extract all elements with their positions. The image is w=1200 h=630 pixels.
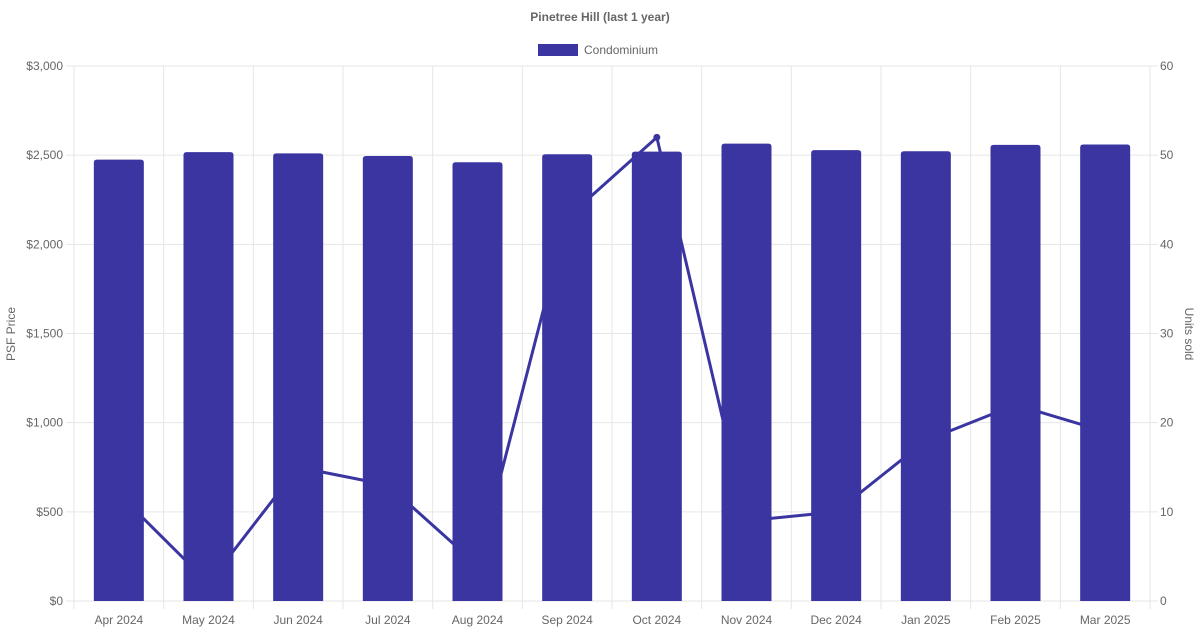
y-right-tick-label: 10: [1160, 505, 1174, 519]
x-tick-label: Feb 2025: [990, 613, 1041, 627]
line-point[interactable]: [294, 463, 302, 471]
y-axis-left-title: PSF Price: [4, 307, 18, 361]
x-tick-label: Dec 2024: [810, 613, 862, 627]
chart-title: Pinetree Hill (last 1 year): [530, 10, 669, 24]
x-tick-label: Sep 2024: [541, 613, 593, 627]
y-right-tick-label: 30: [1160, 327, 1174, 341]
line-point[interactable]: [1101, 428, 1109, 436]
bar[interactable]: [811, 150, 862, 601]
x-tick-label: Oct 2024: [632, 613, 681, 627]
line-point[interactable]: [115, 490, 123, 498]
y-left-tick-label: $0: [50, 594, 64, 608]
bar[interactable]: [183, 152, 234, 601]
line-point[interactable]: [653, 133, 661, 141]
y-left-tick-label: $500: [36, 505, 63, 519]
line-series-units-sold: [115, 133, 1109, 587]
bar[interactable]: [273, 153, 324, 601]
line-point[interactable]: [922, 437, 930, 444]
y-right-tick-label: 0: [1160, 594, 1167, 608]
y-right-tick-label: 40: [1160, 237, 1174, 251]
legend[interactable]: Condominium: [538, 43, 658, 57]
bar[interactable]: [631, 151, 682, 601]
bar[interactable]: [452, 162, 503, 602]
y-left-tick-label: $3,000: [26, 59, 63, 73]
y-axis-right-title: Units sold: [1182, 308, 1196, 361]
line-point[interactable]: [384, 481, 392, 489]
x-tick-label: Jul 2024: [365, 613, 411, 627]
gridlines: [66, 65, 1158, 609]
y-left-tick-label: $2,000: [26, 237, 63, 251]
bar[interactable]: [721, 143, 772, 601]
line-point[interactable]: [563, 214, 571, 222]
bar[interactable]: [990, 144, 1041, 601]
x-tick-label: Jan 2025: [901, 613, 951, 627]
line-point[interactable]: [205, 579, 212, 587]
x-tick-label: Apr 2024: [94, 613, 143, 627]
line-point[interactable]: [474, 561, 481, 569]
bar[interactable]: [900, 151, 951, 601]
units-sold-line: [117, 135, 1107, 585]
legend-label-condominium: Condominium: [584, 43, 658, 57]
x-tick-label: Aug 2024: [452, 613, 504, 627]
bar[interactable]: [1080, 144, 1131, 601]
y-left-tick-label: $1,500: [26, 327, 63, 341]
x-tick-label: Jun 2024: [273, 613, 323, 627]
y-left-tick-label: $2,500: [26, 148, 63, 162]
axes: $0 0 $500 10 $1,000 20 $1,500 30 $2,000 40 $2,500 5…: [26, 59, 1173, 627]
x-tick-label: Mar 2025: [1080, 613, 1131, 627]
x-tick-label: Nov 2024: [721, 613, 773, 627]
y-right-tick-label: 20: [1160, 416, 1174, 430]
y-right-tick-label: 50: [1160, 148, 1174, 162]
x-tick-label: May 2024: [182, 613, 235, 627]
line-point[interactable]: [743, 517, 750, 525]
line-point[interactable]: [1012, 401, 1019, 409]
bar[interactable]: [93, 159, 144, 601]
legend-swatch-condominium: [538, 44, 578, 56]
bar[interactable]: [362, 156, 413, 601]
y-right-tick-label: 60: [1160, 59, 1174, 73]
y-left-tick-label: $1,000: [26, 416, 63, 430]
line-point[interactable]: [832, 508, 840, 516]
